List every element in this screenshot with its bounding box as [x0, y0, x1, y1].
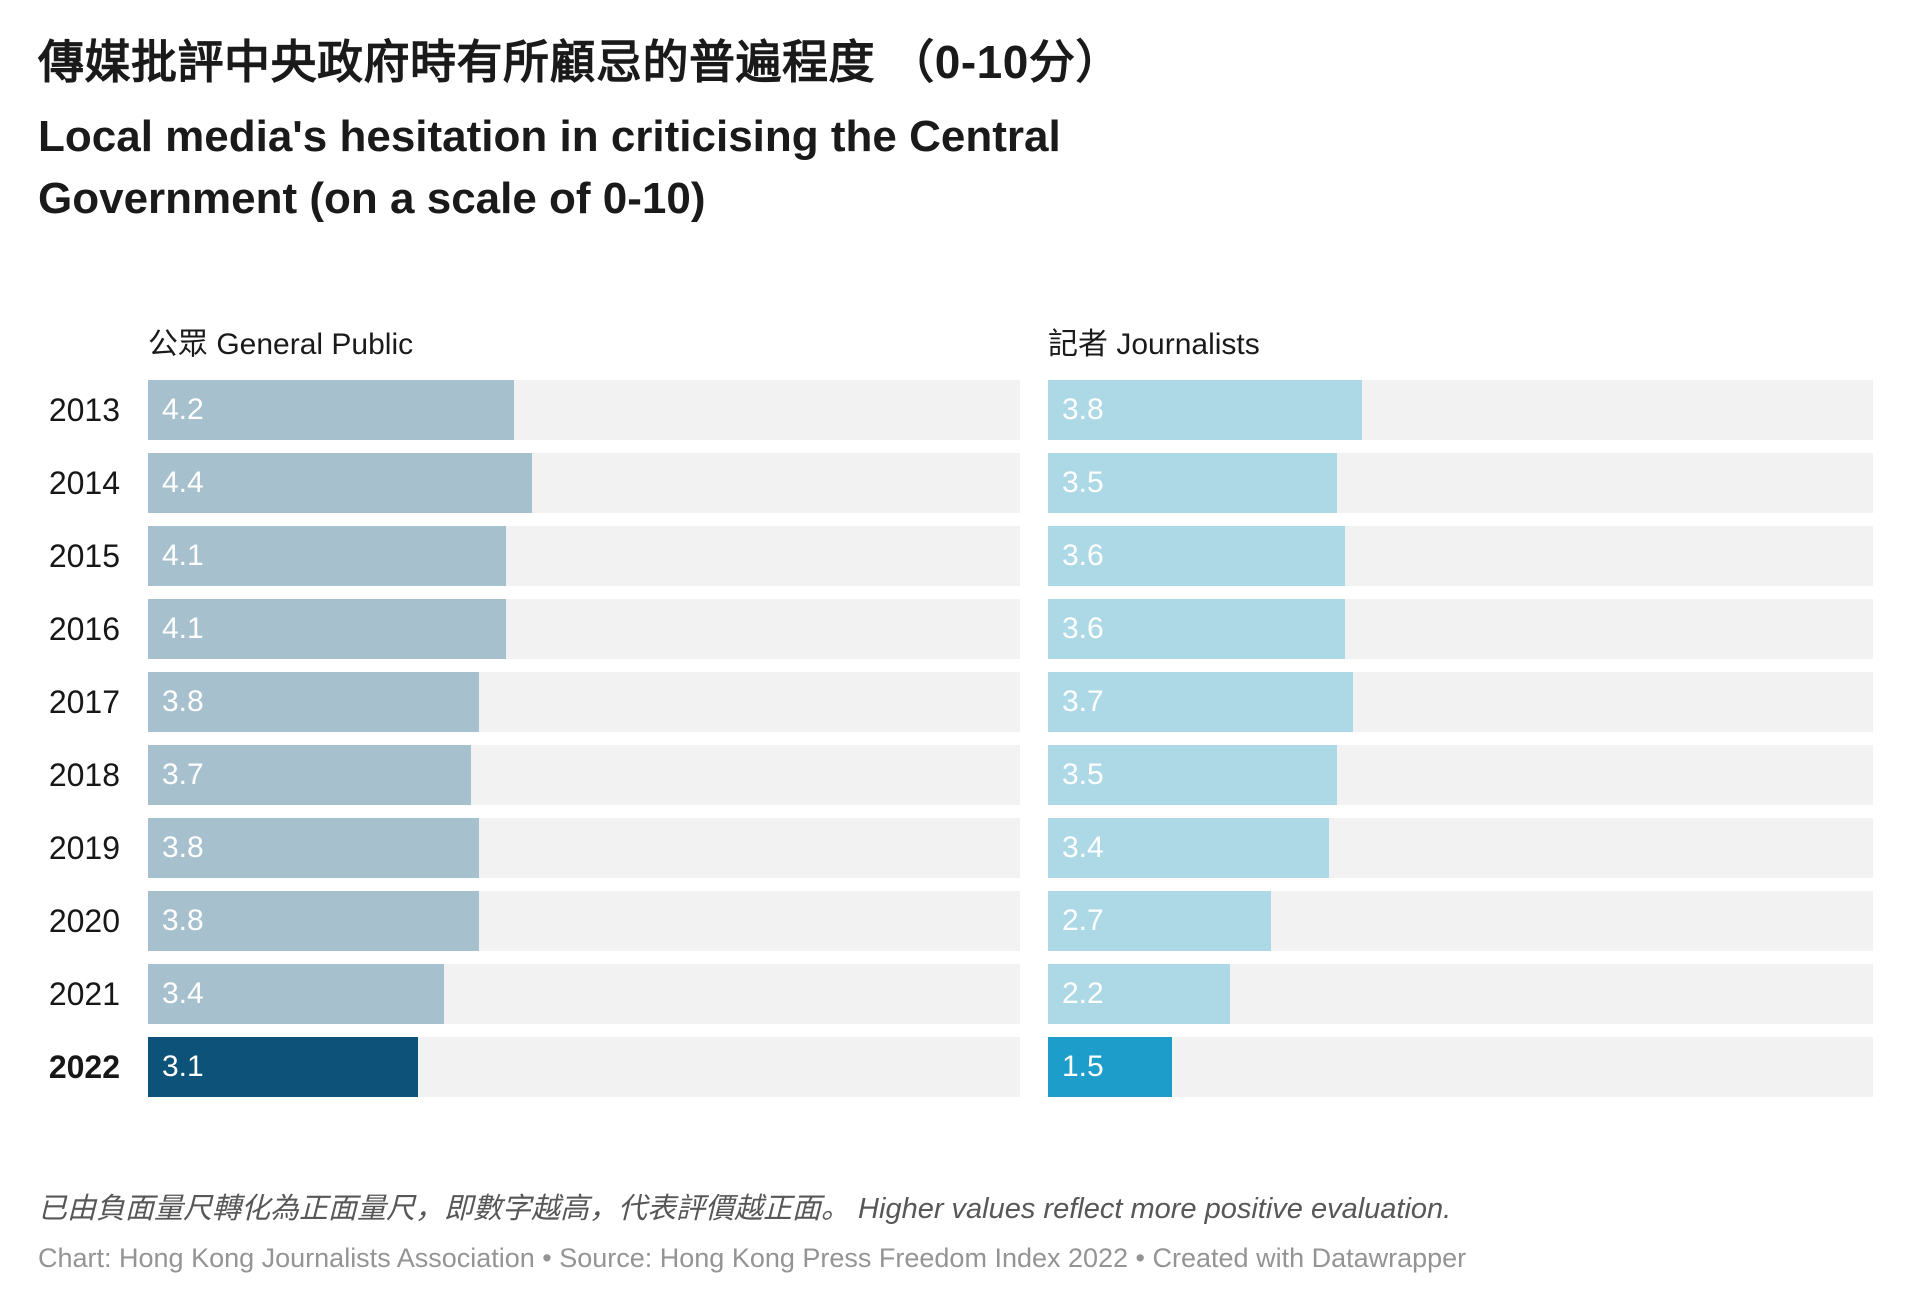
row-year-label: 2013 [48, 391, 120, 428]
bar-track: 3.8 [148, 818, 1020, 879]
bar-track: 3.6 [1048, 599, 1873, 660]
chart-row: 2022 3.1 1.5 [38, 1037, 1873, 1098]
bar: 4.2 [148, 380, 515, 441]
row-year-label: 2018 [48, 756, 120, 793]
bar: 3.8 [148, 891, 480, 952]
bar-value-label: 3.8 [162, 685, 204, 719]
bar: 3.4 [1048, 818, 1329, 879]
bar: 4.4 [148, 453, 532, 514]
bar-track: 3.6 [1048, 526, 1873, 587]
bar-value-label: 2.7 [1062, 904, 1104, 938]
chart-row: 2019 3.8 3.4 [38, 818, 1873, 879]
year-column-spacer [38, 326, 120, 364]
column-header-general-public: 公眾 General Public [148, 328, 414, 362]
column-header-journalists: 記者 Journalists [1048, 328, 1260, 362]
bar: 2.2 [1048, 964, 1230, 1025]
bar-value-label: 1.5 [1062, 1050, 1104, 1084]
bar-value-label: 4.1 [162, 612, 204, 646]
bar-value-label: 3.1 [162, 1050, 204, 1084]
row-year-label: 2017 [48, 683, 120, 720]
chart-attribution: Chart: Hong Kong Journalists Association… [38, 1243, 1467, 1274]
row-year-label: 2022 [48, 1048, 120, 1085]
chart-row: 2017 3.8 3.7 [38, 672, 1873, 733]
bar-value-label: 2.2 [1062, 977, 1104, 1011]
bar-value-label: 3.7 [162, 758, 204, 792]
page-title-en: Local media's hesitation in criticising … [38, 111, 1061, 223]
page-title-zh: 傳媒批評中央政府時有所顧忌的普遍程度 （0-10分） [38, 36, 1122, 88]
bar-track: 3.5 [1048, 453, 1873, 514]
bar: 1.5 [1048, 1037, 1172, 1098]
bar: 4.1 [148, 599, 506, 660]
row-year-label: 2020 [48, 902, 120, 939]
chart-row: 2013 4.2 3.8 [38, 380, 1873, 441]
bar: 3.8 [148, 672, 480, 733]
chart-rows: 2013 4.2 3.8 2014 4.4 3.5 2015 4.1 3.6 2016 4.1 3.6… [38, 380, 1920, 1098]
row-year-label: 2019 [48, 829, 120, 866]
bar: 3.6 [1048, 599, 1345, 660]
bar-track: 3.7 [148, 745, 1020, 806]
chart-row: 2015 4.1 3.6 [38, 526, 1873, 587]
split-bar-chart: 公眾 General Public 記者 Journalists 2013 4.2… [38, 326, 1920, 1098]
bar-track: 4.1 [148, 526, 1020, 587]
bar-value-label: 3.7 [1062, 685, 1104, 719]
bar: 3.5 [1048, 745, 1337, 806]
bar: 3.7 [148, 745, 471, 806]
bar: 4.1 [148, 526, 506, 587]
bar-track: 1.5 [1048, 1037, 1873, 1098]
row-year-label: 2015 [48, 537, 120, 574]
bar-track: 3.7 [1048, 672, 1873, 733]
bar-track: 4.4 [148, 453, 1020, 514]
bar-track: 3.4 [1048, 818, 1873, 879]
row-year-label: 2021 [48, 975, 120, 1012]
bar-track: 4.1 [148, 599, 1020, 660]
row-year-label: 2016 [48, 610, 120, 647]
bar-track: 4.2 [148, 380, 1020, 441]
bar: 3.1 [148, 1037, 419, 1098]
row-year-label: 2014 [48, 464, 120, 501]
bar-track: 3.1 [148, 1037, 1020, 1098]
bar: 3.6 [1048, 526, 1345, 587]
bar-value-label: 4.4 [162, 466, 204, 500]
bar: 3.8 [148, 818, 480, 879]
bar-value-label: 3.8 [162, 831, 204, 865]
bar: 3.8 [1048, 380, 1362, 441]
bar: 3.4 [148, 964, 445, 1025]
bar-track: 3.5 [1048, 745, 1873, 806]
chart-row: 2016 4.1 3.6 [38, 599, 1873, 660]
column-headers: 公眾 General Public 記者 Journalists [38, 326, 1873, 364]
chart-row: 2014 4.4 3.5 [38, 453, 1873, 514]
bar-track: 2.2 [1048, 964, 1873, 1025]
bar-track: 2.7 [1048, 891, 1873, 952]
bar: 2.7 [1048, 891, 1271, 952]
bar-value-label: 3.5 [1062, 758, 1104, 792]
bar-value-label: 3.6 [1062, 612, 1104, 646]
bar: 3.5 [1048, 453, 1337, 514]
bar-value-label: 3.4 [162, 977, 204, 1011]
bar: 3.7 [1048, 672, 1354, 733]
bar-track: 3.8 [148, 672, 1020, 733]
bar-value-label: 3.8 [1062, 393, 1104, 427]
bar-track: 3.8 [1048, 380, 1873, 441]
chart-note: 已由負面量尺轉化為正面量尺，即數字越高，代表評價越正面。 Higher valu… [38, 1193, 1452, 1226]
bar-value-label: 3.8 [162, 904, 204, 938]
bar-value-label: 3.4 [1062, 831, 1104, 865]
chart-row: 2018 3.7 3.5 [38, 745, 1873, 806]
bar-value-label: 4.2 [162, 393, 204, 427]
chart-row: 2021 3.4 2.2 [38, 964, 1873, 1025]
bar-track: 3.8 [148, 891, 1020, 952]
bar-value-label: 3.5 [1062, 466, 1104, 500]
bar-track: 3.4 [148, 964, 1020, 1025]
bar-value-label: 3.6 [1062, 539, 1104, 573]
chart-row: 2020 3.8 2.7 [38, 891, 1873, 952]
bar-value-label: 4.1 [162, 539, 204, 573]
